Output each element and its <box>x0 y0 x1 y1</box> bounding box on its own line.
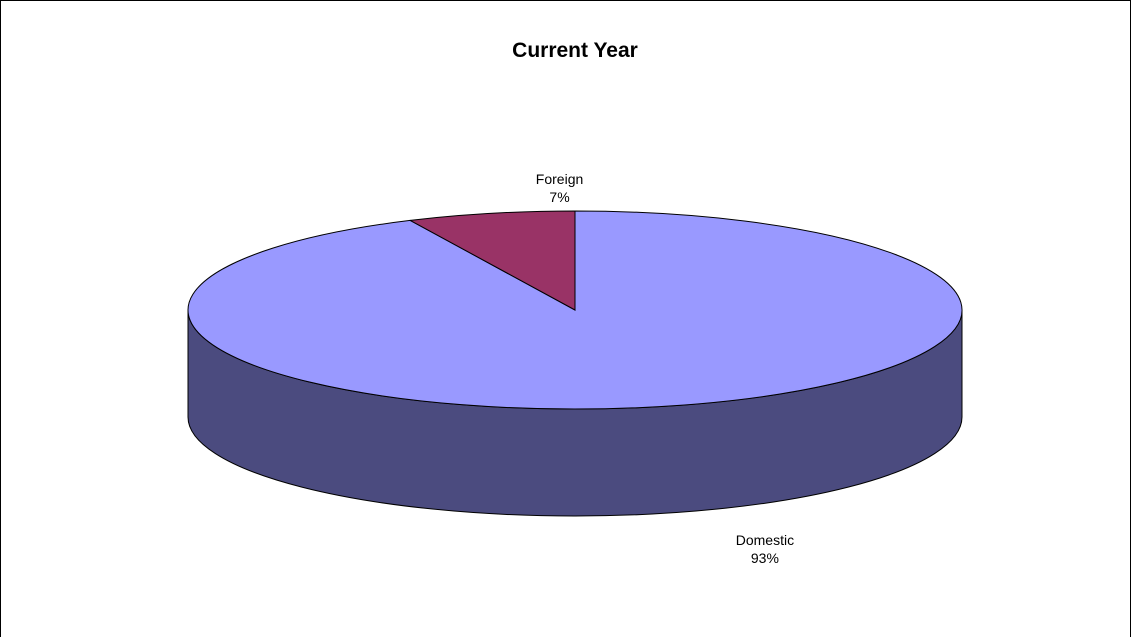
slice-pct-domestic: 93% <box>751 550 779 566</box>
pie-slice-foreign <box>408 210 576 311</box>
pie-slices <box>187 210 963 517</box>
slice-pct-foreign: 7% <box>549 189 569 205</box>
slice-label-domestic: Domestic <box>736 532 794 548</box>
chart-title: Current Year <box>512 39 638 62</box>
slice-labels: Domestic 93% Foreign 7% <box>536 171 794 566</box>
slice-label-foreign: Foreign <box>536 171 583 187</box>
